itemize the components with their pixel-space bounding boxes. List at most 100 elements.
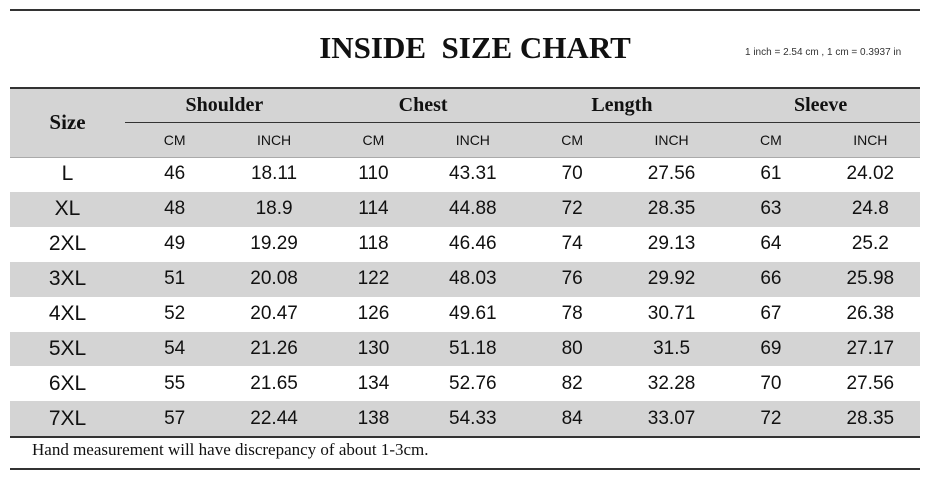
row-background <box>10 331 920 367</box>
group-rule <box>125 122 920 123</box>
measurement: 19.29 <box>250 233 298 255</box>
measurement: 69 <box>760 337 782 359</box>
measurement: 49.61 <box>449 303 497 325</box>
unit-header: CM <box>362 131 385 148</box>
measurement: 52 <box>164 303 186 325</box>
measurement: 28.35 <box>846 407 895 429</box>
unit-header: INCH <box>853 131 888 148</box>
row-background <box>10 261 920 297</box>
row-background <box>10 401 920 437</box>
size-label: 5XL <box>48 336 87 360</box>
size-header: Size <box>49 110 86 134</box>
measurement: 64 <box>760 233 782 255</box>
measurement: 46.46 <box>449 233 497 255</box>
unit-header: CM <box>163 131 186 148</box>
measurement: 24.02 <box>846 163 895 185</box>
top-rule <box>10 9 920 11</box>
measurement: 24.8 <box>851 198 889 220</box>
measurement: 27.56 <box>647 163 696 185</box>
measurement: 54.33 <box>449 407 497 429</box>
measurement: 55 <box>164 372 186 394</box>
group-header: Chest <box>398 93 448 116</box>
measurement: 20.08 <box>250 268 298 290</box>
size-label: 7XL <box>48 406 87 430</box>
unit-header: INCH <box>455 131 490 148</box>
measurement: 21.65 <box>250 372 298 394</box>
measurement: 18.9 <box>255 198 293 220</box>
measurement: 72 <box>760 407 782 429</box>
measurement: 84 <box>561 407 583 429</box>
measurement: 122 <box>357 268 390 290</box>
unit-header: CM <box>561 131 584 148</box>
conversion-note: 1 inch = 2.54 cm , 1 cm = 0.3937 in <box>745 47 902 58</box>
measurement: 46 <box>164 163 186 185</box>
unit-header: INCH <box>256 131 292 148</box>
measurement: 28.35 <box>647 198 696 220</box>
measurement: 76 <box>561 268 583 290</box>
measurement: 57 <box>164 407 186 429</box>
measurement: 48 <box>164 198 186 220</box>
measurement: 80 <box>561 337 583 359</box>
measurement: 25.2 <box>851 233 889 255</box>
measurement: 43.31 <box>449 163 497 185</box>
measurement: 110 <box>358 163 389 185</box>
group-header: Length <box>591 93 653 116</box>
measurement: 134 <box>357 372 390 394</box>
measurement: 29.13 <box>647 233 696 255</box>
group-header: Sleeve <box>793 93 848 116</box>
measurement: 27.56 <box>846 372 895 394</box>
measurement: 48.03 <box>449 268 497 290</box>
measurement: 27.17 <box>846 337 895 359</box>
measurement: 22.44 <box>250 407 298 429</box>
size-label: 3XL <box>48 267 87 291</box>
measurement: 114 <box>358 198 389 220</box>
measurement: 20.47 <box>250 303 298 325</box>
measurement: 78 <box>561 303 583 325</box>
measurement: 54 <box>164 337 186 359</box>
measurement: 66 <box>760 268 782 290</box>
measurement: 49 <box>164 233 186 255</box>
row-background <box>10 191 920 227</box>
measurement: 29.92 <box>647 268 696 290</box>
measurement: 44.88 <box>449 198 497 220</box>
measurement: 21.26 <box>250 337 298 359</box>
table-top-rule <box>10 87 920 89</box>
title: INSIDE SIZE CHART <box>319 30 631 65</box>
unit-header: INCH <box>654 131 689 148</box>
unit-header: CM <box>760 131 782 148</box>
bottom-rule <box>10 468 920 470</box>
size-label: 2XL <box>48 232 87 256</box>
header-rule <box>10 157 920 158</box>
measurement: 51 <box>164 268 186 290</box>
measurement: 130 <box>357 337 390 359</box>
measurement: 72 <box>561 198 583 220</box>
group-header: Shoulder <box>185 93 264 116</box>
measurement: 82 <box>561 372 583 394</box>
size-label: XL <box>54 197 81 221</box>
measurement: 26.38 <box>846 303 895 325</box>
size-label: 4XL <box>48 302 87 326</box>
size-label: L <box>61 162 74 186</box>
measurement: 74 <box>561 233 583 255</box>
measurement: 138 <box>357 407 390 429</box>
measurement: 70 <box>561 163 583 185</box>
measurement: 118 <box>358 233 389 255</box>
measurement: 63 <box>760 198 782 220</box>
measurement: 51.18 <box>449 337 497 359</box>
size-label: 6XL <box>48 371 87 395</box>
measurement: 67 <box>760 303 782 325</box>
measurement: 30.71 <box>647 303 696 325</box>
measurement: 32.28 <box>647 372 696 394</box>
measurement: 25.98 <box>846 268 895 290</box>
measurement: 31.5 <box>653 337 691 359</box>
measurement: 61 <box>760 163 782 185</box>
measurement: 18.11 <box>250 163 298 185</box>
footer-note: Hand measurement will have discrepancy o… <box>32 440 429 459</box>
measurement: 70 <box>760 372 782 394</box>
measurement: 126 <box>357 303 390 325</box>
measurement: 33.07 <box>647 407 696 429</box>
table-bottom-rule <box>10 436 920 439</box>
measurement: 52.76 <box>449 372 497 394</box>
